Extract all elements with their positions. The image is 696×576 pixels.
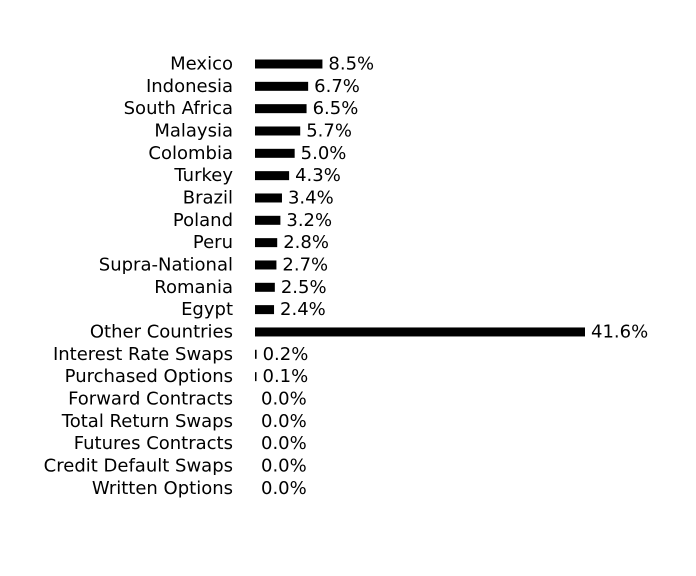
bar: [255, 260, 277, 270]
bar: [255, 81, 309, 91]
data-label: 8.5%: [328, 54, 374, 75]
data-label: 0.0%: [261, 411, 307, 432]
data-label: 0.1%: [263, 366, 309, 387]
value-labels: 8.5%6.7%6.5%5.7%5.0%4.3%3.4%3.2%2.8%2.7%…: [261, 54, 648, 499]
category-label: Egypt: [181, 299, 233, 320]
category-label: Credit Default Swaps: [44, 455, 233, 476]
category-label: Purchased Options: [65, 366, 233, 387]
category-label: Interest Rate Swaps: [53, 344, 233, 365]
data-label: 0.0%: [261, 388, 307, 409]
data-label: 6.5%: [313, 98, 359, 119]
data-label: 0.0%: [261, 455, 307, 476]
data-label: 41.6%: [591, 321, 648, 342]
bar: [255, 349, 257, 359]
bars: [255, 59, 585, 382]
category-label: Colombia: [148, 143, 233, 164]
bar: [255, 193, 282, 203]
data-label: 5.7%: [306, 120, 352, 141]
category-label: Mexico: [170, 54, 233, 75]
data-label: 5.0%: [301, 143, 347, 164]
data-label: 6.7%: [314, 76, 360, 97]
bar: [255, 282, 275, 292]
category-label: Indonesia: [146, 76, 233, 97]
bar: [255, 126, 301, 136]
bar: [255, 327, 585, 337]
data-label: 0.0%: [261, 433, 307, 454]
bar: [255, 372, 257, 382]
bar: [255, 238, 278, 248]
bar: [255, 148, 295, 158]
category-label: South Africa: [124, 98, 233, 119]
bar: [255, 171, 290, 181]
category-label: Romania: [154, 277, 233, 298]
data-label: 3.2%: [286, 210, 332, 231]
category-label: Brazil: [183, 187, 233, 208]
bar: [255, 59, 323, 69]
category-label: Total Return Swaps: [61, 411, 233, 432]
bar: [255, 305, 275, 315]
category-label: Other Countries: [90, 321, 233, 342]
data-label: 2.5%: [281, 277, 327, 298]
category-label: Supra-National: [99, 254, 233, 275]
category-label: Peru: [193, 232, 233, 253]
data-label: 2.8%: [283, 232, 329, 253]
category-label: Poland: [173, 210, 233, 231]
bar: [255, 104, 307, 114]
bar: [255, 215, 281, 225]
data-label: 0.0%: [261, 478, 307, 499]
data-label: 0.2%: [263, 344, 309, 365]
category-label: Forward Contracts: [68, 388, 233, 409]
category-label: Malaysia: [154, 120, 233, 141]
data-label: 3.4%: [288, 187, 334, 208]
category-label: Written Options: [92, 478, 233, 499]
data-label: 2.4%: [280, 299, 326, 320]
data-label: 4.3%: [295, 165, 341, 186]
data-label: 2.7%: [282, 254, 328, 275]
category-label: Futures Contracts: [74, 433, 233, 454]
category-label: Turkey: [173, 165, 233, 186]
